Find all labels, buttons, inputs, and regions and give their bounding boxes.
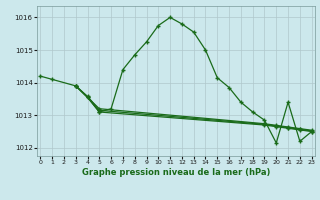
- X-axis label: Graphe pression niveau de la mer (hPa): Graphe pression niveau de la mer (hPa): [82, 168, 270, 177]
